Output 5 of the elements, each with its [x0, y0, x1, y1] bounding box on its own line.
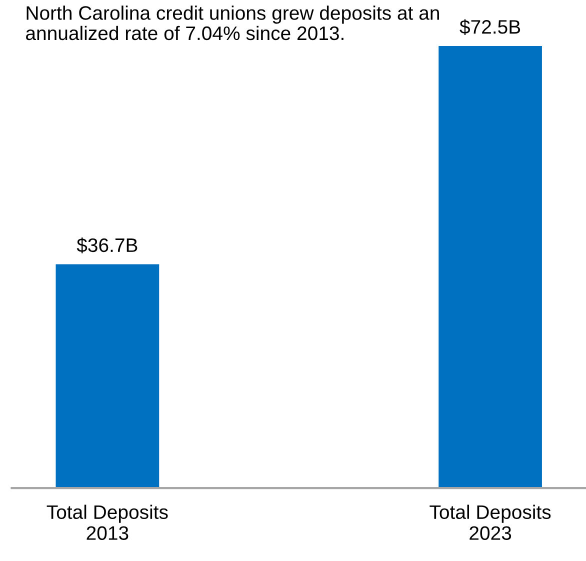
data-label: $36.7B [76, 238, 138, 254]
x-tick-label: Total Deposits 2013 [46, 504, 168, 540]
x-tick-label: Total Deposits 2023 [430, 504, 551, 540]
text: North Carolina credit unions grew deposits at an annualized rate of 7.04% since 2013. [26, 6, 439, 40]
data-label: $72.5B [460, 19, 520, 35]
